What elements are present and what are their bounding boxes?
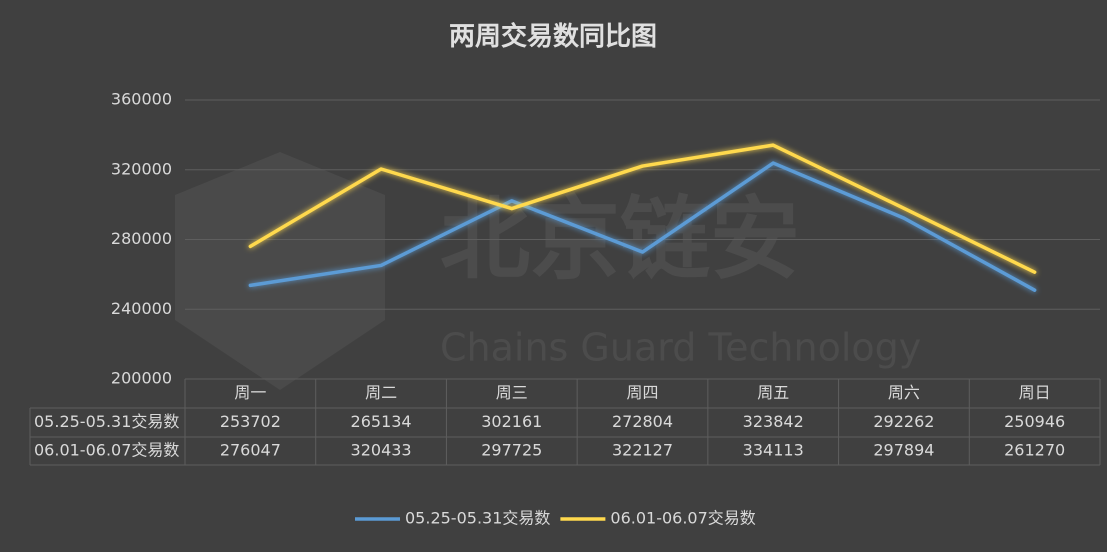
y-tick-label: 280000	[111, 229, 172, 248]
watermark-subtitle: Chains Guard Technology	[440, 326, 921, 370]
table-cell: 297894	[873, 441, 934, 460]
table-cell: 334113	[743, 441, 804, 460]
legend-label: 06.01-06.07交易数	[610, 509, 755, 528]
x-tick-label: 周六	[888, 383, 920, 402]
table-cell: 322127	[612, 441, 673, 460]
y-tick-label: 320000	[111, 159, 172, 178]
x-tick-label: 周日	[1019, 383, 1051, 402]
y-tick-label: 240000	[111, 299, 172, 318]
table-cell: 261270	[1004, 441, 1065, 460]
table-cell: 276047	[220, 441, 281, 460]
x-tick-label: 周二	[365, 383, 397, 402]
table-cell: 302161	[481, 412, 542, 431]
data-line	[248, 161, 1037, 292]
table-cell: 320433	[351, 441, 412, 460]
watermark-logo	[175, 152, 385, 390]
table-cell: 272804	[612, 412, 673, 431]
x-tick-label: 周一	[234, 383, 266, 402]
table-row-label: 06.01-06.07交易数	[34, 441, 179, 460]
table-cell: 250946	[1004, 412, 1065, 431]
table-cell: 297725	[481, 441, 542, 460]
table-row-label: 05.25-05.31交易数	[34, 412, 179, 431]
x-tick-label: 周五	[757, 383, 789, 402]
table-cell: 292262	[873, 412, 934, 431]
chart-title: 两周交易数同比图	[449, 21, 657, 52]
legend-label: 05.25-05.31交易数	[405, 509, 550, 528]
y-tick-label: 360000	[111, 90, 172, 109]
table-cell: 265134	[351, 412, 412, 431]
x-tick-label: 周四	[626, 383, 658, 402]
y-tick-label: 200000	[111, 369, 172, 388]
x-tick-label: 周三	[496, 383, 528, 402]
table-cell: 253702	[220, 412, 281, 431]
table-cell: 323842	[743, 412, 804, 431]
data-line	[248, 143, 1037, 274]
